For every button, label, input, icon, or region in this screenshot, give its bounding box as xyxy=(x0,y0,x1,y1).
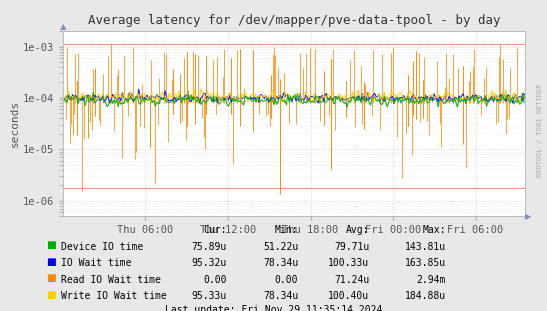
Text: IO Wait time: IO Wait time xyxy=(61,258,132,268)
Text: ▶: ▶ xyxy=(525,212,532,220)
Text: ▲: ▲ xyxy=(60,22,66,31)
Text: 2.94m: 2.94m xyxy=(416,275,446,285)
Text: ■: ■ xyxy=(46,290,56,300)
Text: 143.81u: 143.81u xyxy=(405,242,446,252)
Text: 51.22u: 51.22u xyxy=(263,242,298,252)
Text: 78.34u: 78.34u xyxy=(263,291,298,301)
Text: Device IO time: Device IO time xyxy=(61,242,143,252)
Text: Max:: Max: xyxy=(422,225,446,235)
Text: Write IO Wait time: Write IO Wait time xyxy=(61,291,167,301)
Text: Read IO Wait time: Read IO Wait time xyxy=(61,275,161,285)
Text: 75.89u: 75.89u xyxy=(192,242,227,252)
Text: Avg:: Avg: xyxy=(346,225,369,235)
Title: Average latency for /dev/mapper/pve-data-tpool - by day: Average latency for /dev/mapper/pve-data… xyxy=(88,14,501,27)
Text: 0.00: 0.00 xyxy=(203,275,227,285)
Text: 71.24u: 71.24u xyxy=(334,275,369,285)
Text: 100.33u: 100.33u xyxy=(328,258,369,268)
Text: 163.85u: 163.85u xyxy=(405,258,446,268)
Text: 78.34u: 78.34u xyxy=(263,258,298,268)
Text: RRDTOOL / TOBI OETIKER: RRDTOOL / TOBI OETIKER xyxy=(537,84,543,178)
Text: 184.88u: 184.88u xyxy=(405,291,446,301)
Text: ■: ■ xyxy=(46,273,56,283)
Text: 95.32u: 95.32u xyxy=(192,258,227,268)
Text: Last update: Fri Nov 29 11:35:14 2024: Last update: Fri Nov 29 11:35:14 2024 xyxy=(165,305,382,311)
Text: 100.40u: 100.40u xyxy=(328,291,369,301)
Text: 95.33u: 95.33u xyxy=(192,291,227,301)
Text: ■: ■ xyxy=(46,240,56,250)
Text: Min:: Min: xyxy=(275,225,298,235)
Text: ■: ■ xyxy=(46,257,56,267)
Text: 79.71u: 79.71u xyxy=(334,242,369,252)
Y-axis label: seconds: seconds xyxy=(10,100,20,147)
Text: 0.00: 0.00 xyxy=(275,275,298,285)
Text: Cur:: Cur: xyxy=(203,225,227,235)
